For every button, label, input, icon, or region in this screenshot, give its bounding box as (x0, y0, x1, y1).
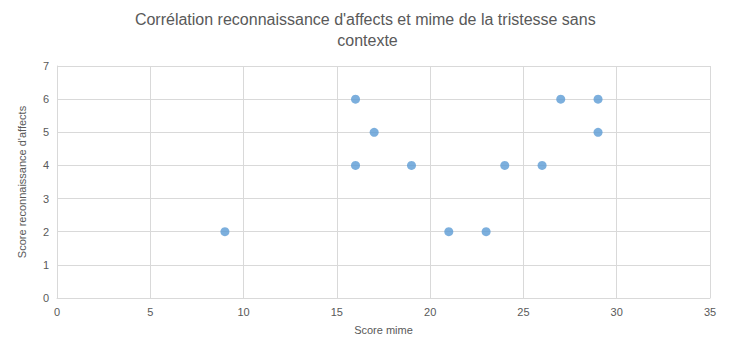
svg-text:0: 0 (43, 292, 49, 304)
svg-text:5: 5 (147, 306, 153, 318)
svg-text:20: 20 (424, 306, 436, 318)
svg-text:Score mime: Score mime (354, 324, 413, 336)
svg-text:contexte: contexte (337, 32, 398, 49)
svg-text:4: 4 (43, 159, 49, 171)
svg-text:10: 10 (237, 306, 249, 318)
svg-text:30: 30 (611, 306, 623, 318)
svg-text:7: 7 (43, 60, 49, 72)
svg-text:1: 1 (43, 259, 49, 271)
svg-text:Corrélation reconnaissance d'a: Corrélation reconnaissance d'affects et … (135, 11, 600, 28)
svg-text:Score reconnaissance d'affects: Score reconnaissance d'affects (16, 105, 28, 258)
svg-text:25: 25 (517, 306, 529, 318)
svg-text:5: 5 (43, 126, 49, 138)
svg-text:6: 6 (43, 93, 49, 105)
svg-text:15: 15 (331, 306, 343, 318)
svg-text:0: 0 (54, 306, 60, 318)
svg-text:35: 35 (704, 306, 716, 318)
svg-text:2: 2 (43, 226, 49, 238)
svg-text:3: 3 (43, 193, 49, 205)
